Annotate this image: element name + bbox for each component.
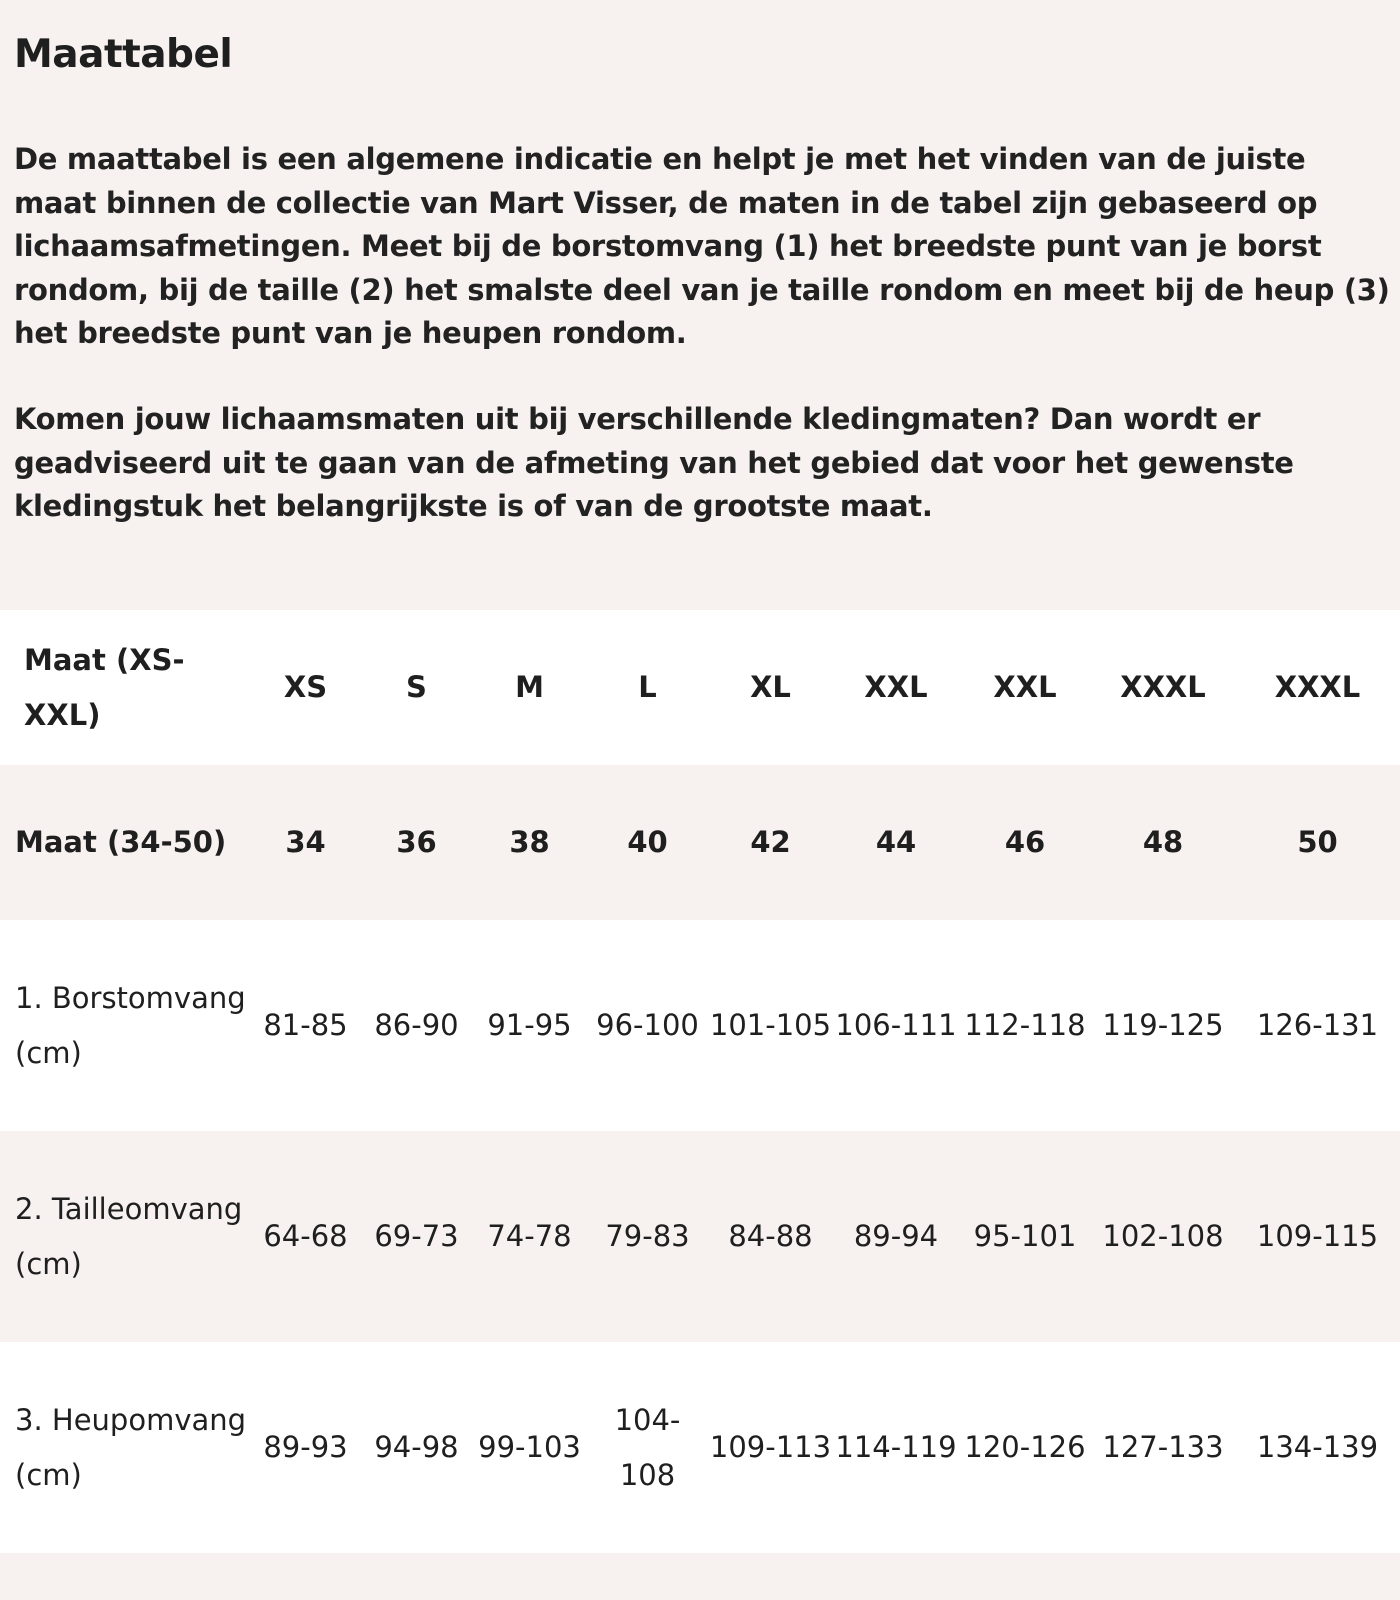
table-cell: 101-105 bbox=[709, 1008, 832, 1042]
table-cell: 102-108 bbox=[1102, 1219, 1224, 1253]
table-cell: 89-94 bbox=[853, 1219, 939, 1253]
table-cell: XS bbox=[283, 670, 328, 704]
table-cell: 104-108 bbox=[614, 1402, 681, 1492]
table-cell: 74-78 bbox=[487, 1219, 572, 1253]
table-cell: 112-118 bbox=[964, 1008, 1086, 1042]
row-label: 3. Heupomvang (cm) bbox=[15, 1402, 247, 1492]
table-cell: 44 bbox=[875, 825, 917, 859]
table-cell: 86-90 bbox=[374, 1008, 459, 1042]
table-cell: 69-73 bbox=[374, 1219, 459, 1253]
table-cell: 42 bbox=[750, 825, 791, 859]
row-size-letter: Maat (XS-XXL) XS S M L XL XXL XXL XXXL XXXL bbox=[0, 610, 1400, 765]
size-table: Maat (XS-XXL) XS S M L XL XXL XXL XXXL XXXL Maat (… bbox=[0, 610, 1400, 1553]
table-cell: 81-85 bbox=[263, 1008, 348, 1042]
table-cell: 38 bbox=[509, 825, 550, 859]
table-cell: 99-103 bbox=[478, 1430, 581, 1464]
table-cell: XXL bbox=[864, 670, 928, 704]
table-cell: 34 bbox=[285, 825, 326, 859]
row-waist: 2. Tailleomvang (cm) 64-68 69-73 74-78 79-83… bbox=[0, 1131, 1400, 1342]
table-cell: 109-113 bbox=[709, 1430, 832, 1464]
table-cell: M bbox=[515, 670, 544, 704]
table-cell: XL bbox=[750, 670, 791, 704]
table-cell: 127-133 bbox=[1102, 1430, 1224, 1464]
row-bust: 1. Borstomvang (cm) 81-85 86-90 91-95 96-100… bbox=[0, 920, 1400, 1131]
table-cell: L bbox=[638, 670, 657, 704]
table-cell: 95-101 bbox=[973, 1219, 1077, 1253]
row-label: 2. Tailleomvang (cm) bbox=[15, 1191, 243, 1281]
row-label: Maat (XS-XXL) bbox=[24, 642, 185, 732]
table-cell: XXXL bbox=[1274, 670, 1361, 704]
row-hip: 3. Heupomvang (cm) 89-93 94-98 99-103 104-10… bbox=[0, 1342, 1400, 1553]
table-cell: 94-98 bbox=[374, 1430, 459, 1464]
advice-paragraph: Komen jouw lichaamsmaten uit bij verschi… bbox=[14, 402, 1294, 523]
table-cell: 109-115 bbox=[1256, 1219, 1379, 1253]
table-cell: 119-125 bbox=[1102, 1008, 1224, 1042]
table-cell: 91-95 bbox=[487, 1008, 572, 1042]
intro-paragraph: De maattabel is een algemene indicatie e… bbox=[14, 142, 1390, 350]
table-cell: 36 bbox=[396, 825, 437, 859]
table-cell: 46 bbox=[1004, 825, 1046, 859]
table-cell: S bbox=[406, 670, 427, 704]
table-cell: 134-139 bbox=[1256, 1430, 1379, 1464]
table-cell: 48 bbox=[1142, 825, 1184, 859]
row-label: Maat (34-50) bbox=[15, 825, 227, 859]
table-cell: 96-100 bbox=[596, 1008, 699, 1042]
table-cell: XXXL bbox=[1120, 670, 1206, 704]
table-cell: 79-83 bbox=[605, 1219, 690, 1253]
table-cell: 106-111 bbox=[835, 1008, 957, 1042]
table-cell: 50 bbox=[1297, 825, 1338, 859]
page-title: Maattabel bbox=[14, 32, 233, 77]
table-cell: 89-93 bbox=[263, 1430, 348, 1464]
table-cell: XXL bbox=[993, 670, 1057, 704]
row-label: 1. Borstomvang (cm) bbox=[15, 980, 246, 1070]
row-size-number: Maat (34-50) 34 36 38 40 42 44 46 48 50 bbox=[0, 765, 1400, 920]
table-cell: 64-68 bbox=[263, 1219, 348, 1253]
table-cell: 114-119 bbox=[835, 1430, 957, 1464]
table-cell: 40 bbox=[627, 825, 668, 859]
table-cell: 120-126 bbox=[964, 1430, 1086, 1464]
table-cell: 84-88 bbox=[728, 1219, 813, 1253]
table-cell: 126-131 bbox=[1256, 1008, 1379, 1042]
